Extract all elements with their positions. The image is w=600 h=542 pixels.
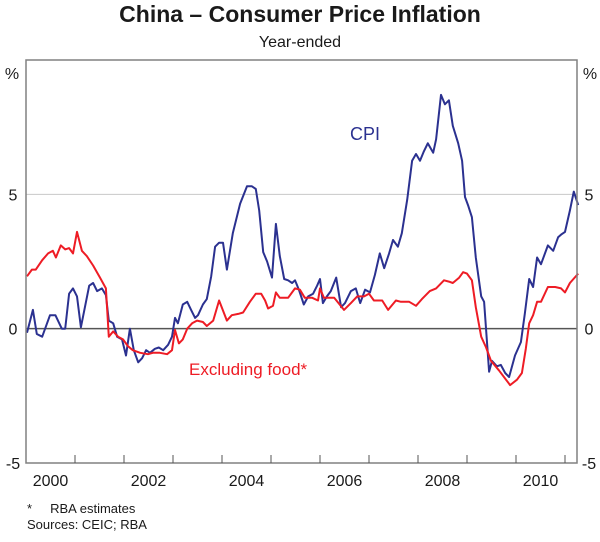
x-tick-label: 2002 <box>131 473 167 490</box>
sources: Sources: CEIC; RBA <box>27 517 147 532</box>
x-tick-label: 2004 <box>229 473 265 490</box>
x-tick-label: 2008 <box>425 473 461 490</box>
y-axis: -5 -5 0 0 5 5 <box>6 187 596 473</box>
gridlines <box>26 193 577 330</box>
y-axis-unit-left: % <box>5 66 19 83</box>
series-line-excluding-food <box>26 230 579 387</box>
x-tick-label: 2010 <box>523 473 559 490</box>
chart-title: China – Consumer Price Inflation <box>119 1 481 27</box>
plot-frame <box>25 59 578 464</box>
y-tick-label-left: 5 <box>9 187 18 204</box>
y-tick-label-right: 5 <box>585 187 594 204</box>
series-label-excluding-food: Excluding food* <box>189 360 308 379</box>
y-axis-unit-right: % <box>583 66 597 83</box>
chart-subtitle: Year-ended <box>259 34 341 51</box>
y-tick-label-right: 0 <box>585 322 594 339</box>
x-tick-label: 2006 <box>327 473 363 490</box>
x-tick-label: 2000 <box>33 473 69 490</box>
y-tick-label-left: -5 <box>6 456 20 473</box>
footnote: * RBA estimates <box>27 501 136 516</box>
y-tick-label-left: 0 <box>9 322 18 339</box>
x-axis: 2000 2002 2004 2006 2008 2010 <box>33 455 566 490</box>
series-group <box>26 93 580 387</box>
y-tick-label-right: -5 <box>582 456 596 473</box>
series-line-cpi <box>26 93 580 378</box>
series-label-cpi: CPI <box>350 124 380 144</box>
